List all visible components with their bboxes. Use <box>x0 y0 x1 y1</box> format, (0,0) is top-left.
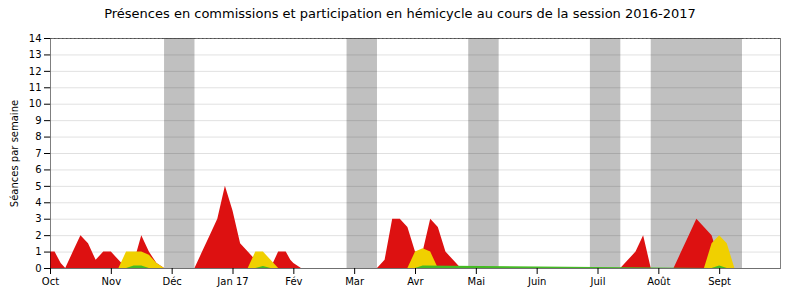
svg-text:3: 3 <box>35 213 41 224</box>
svg-text:Juin: Juin <box>527 276 546 287</box>
svg-text:8: 8 <box>35 131 41 142</box>
svg-text:13: 13 <box>29 49 42 60</box>
svg-text:Séances par semaine: Séances par semaine <box>9 100 20 207</box>
svg-text:14: 14 <box>29 33 42 44</box>
svg-text:5: 5 <box>35 181 41 192</box>
svg-text:10: 10 <box>29 98 42 109</box>
svg-text:Août: Août <box>647 276 670 287</box>
svg-text:Nov: Nov <box>102 276 122 287</box>
svg-text:4: 4 <box>35 197 41 208</box>
svg-text:9: 9 <box>35 115 41 126</box>
html-text:Présences en commissions et pa: Présences en commissions et participatio… <box>104 6 696 21</box>
svg-text:Jan 17: Jan 17 <box>216 276 248 287</box>
svg-text:Fév: Fév <box>285 276 302 287</box>
svg-text:Mar: Mar <box>345 276 365 287</box>
svg-text:Avr: Avr <box>407 276 424 287</box>
svg-text:2: 2 <box>35 230 41 241</box>
svg-text:11: 11 <box>29 82 42 93</box>
svg-text:Déc: Déc <box>162 276 181 287</box>
svg-text:1: 1 <box>35 246 41 257</box>
svg-text:Juil: Juil <box>590 276 606 287</box>
svg-text:Mai: Mai <box>468 276 486 287</box>
svg-text:Oct: Oct <box>42 276 59 287</box>
svg-text:12: 12 <box>29 66 42 77</box>
svg-text:0: 0 <box>35 263 41 274</box>
svg-text:7: 7 <box>35 148 41 159</box>
svg-text:Sept: Sept <box>708 276 731 287</box>
svg-text:6: 6 <box>35 164 41 175</box>
